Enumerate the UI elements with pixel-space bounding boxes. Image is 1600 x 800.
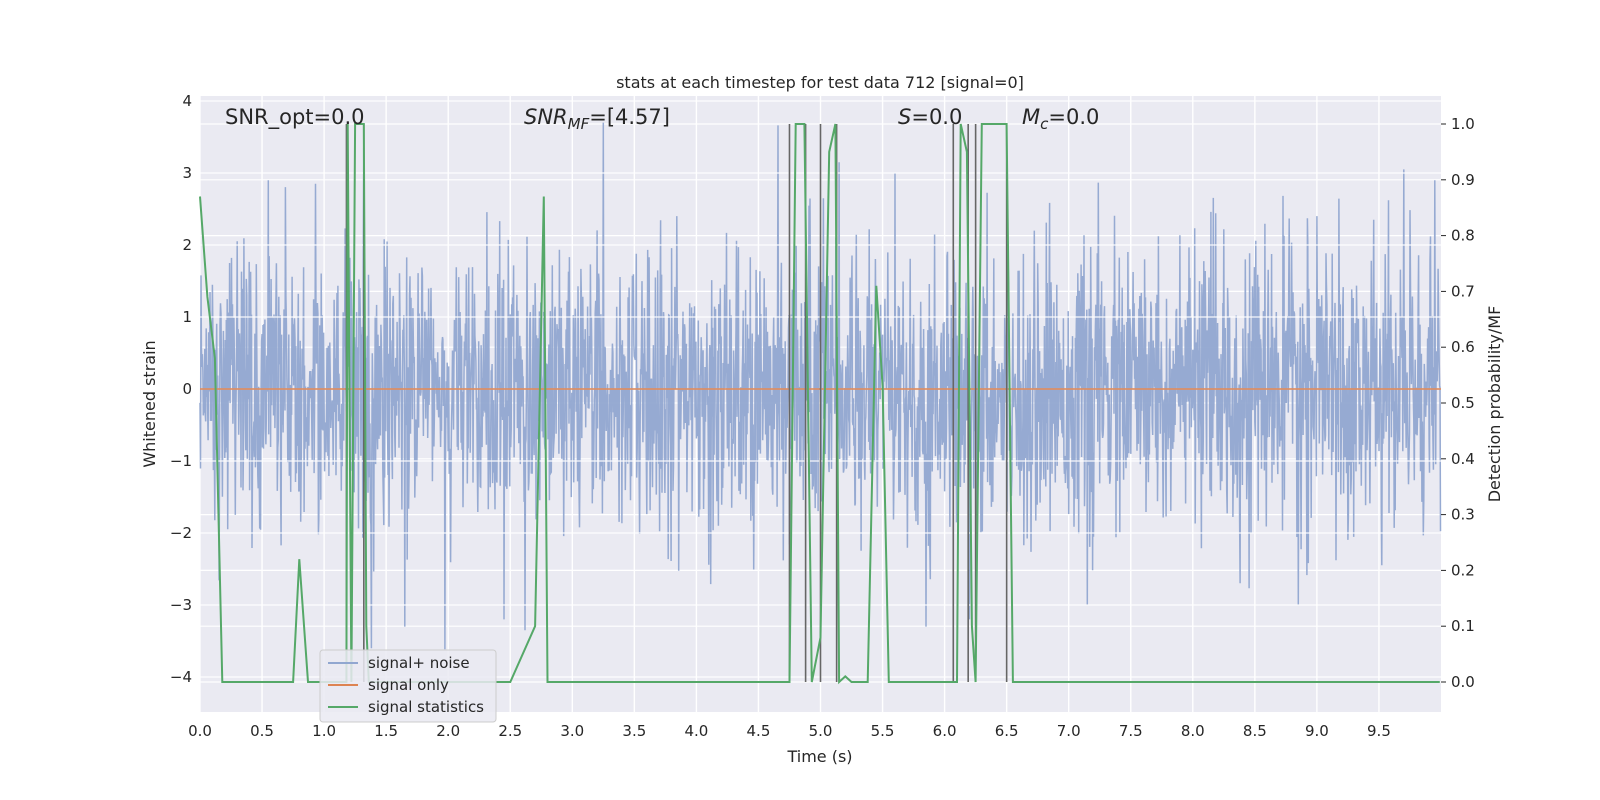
right-y-tick-label: 0.4 — [1451, 450, 1475, 468]
right-y-tick-label: 0.6 — [1451, 338, 1475, 356]
x-tick-label: 5.0 — [809, 722, 833, 740]
left-y-tick-label: 4 — [182, 92, 192, 110]
left-y-axis-label: Whitened strain — [140, 340, 159, 467]
left-y-tick-label: −1 — [170, 452, 192, 470]
legend-label-signal-statistics: signal statistics — [368, 698, 484, 716]
x-tick-label: 4.0 — [684, 722, 708, 740]
left-y-tick-label: −2 — [170, 524, 192, 542]
annotation-snr-mf-value: =[4.57] — [589, 105, 670, 129]
x-tick-label: 3.5 — [622, 722, 646, 740]
right-y-tick-label: 0.2 — [1451, 561, 1475, 579]
x-tick-label: 4.5 — [747, 722, 771, 740]
right-y-tick-label: 0.0 — [1451, 673, 1475, 691]
x-tick-label: 1.5 — [374, 722, 398, 740]
annotation-mc-value: =0.0 — [1048, 105, 1099, 129]
x-tick-label: 0.5 — [250, 722, 274, 740]
legend-label-signal-noise: signal+ noise — [368, 654, 470, 672]
right-y-tick-label: 0.8 — [1451, 227, 1475, 245]
x-tick-label: 7.0 — [1057, 722, 1081, 740]
legend-label-signal-only: signal only — [368, 676, 449, 694]
right-y-tick-label: 0.3 — [1451, 506, 1475, 524]
chart-title: stats at each timestep for test data 712… — [616, 73, 1024, 92]
annotation-s: S=0.0 — [898, 105, 962, 129]
right-y-tick-label: 1.0 — [1451, 115, 1475, 133]
x-tick-label: 6.5 — [995, 722, 1019, 740]
annotation-mc-symbol: M — [1022, 105, 1040, 129]
left-y-tick-label: −3 — [170, 596, 192, 614]
right-y-tick-label: 0.9 — [1451, 171, 1475, 189]
right-y-tick-label: 0.7 — [1451, 282, 1475, 300]
left-y-axis-ticks: 4 3 2 1 0 −1 −2 −3 −4 — [170, 92, 192, 686]
annotation-s-symbol: S — [898, 105, 911, 129]
legend-box — [319, 649, 497, 723]
x-tick-label: 2.5 — [498, 722, 522, 740]
right-y-axis-label: Detection probability/MF — [1485, 306, 1504, 503]
annotation-snr-mf-base: SNR — [524, 105, 568, 129]
x-tick-label: 9.0 — [1305, 722, 1329, 740]
legend: signal+ noise signal only signal statist… — [319, 649, 497, 723]
x-tick-label: 8.0 — [1181, 722, 1205, 740]
x-tick-label: 6.0 — [933, 722, 957, 740]
x-tick-label: 8.5 — [1243, 722, 1267, 740]
left-y-tick-label: 3 — [182, 164, 192, 182]
right-y-tick-label: 0.1 — [1451, 617, 1475, 635]
x-axis-label: Time (s) — [786, 747, 852, 766]
annotation-snr-opt: SNR_opt=0.0 — [225, 105, 365, 130]
signal-statistics-series — [199, 123, 1440, 685]
right-y-axis-ticks: 1.0 0.9 0.8 0.7 0.6 0.5 0.4 0.3 0.2 0.1 0.0 — [1441, 115, 1475, 691]
annotation-mc-sub: c — [1040, 115, 1049, 133]
x-tick-label: 9.5 — [1367, 722, 1391, 740]
x-tick-label: 5.5 — [871, 722, 895, 740]
signal-statistics-line — [199, 123, 1440, 685]
left-y-tick-label: 2 — [182, 236, 192, 254]
annotation-s-value: =0.0 — [911, 105, 962, 129]
x-tick-label: 0.0 — [188, 722, 212, 740]
left-y-tick-label: 1 — [182, 308, 192, 326]
left-y-tick-label: −4 — [170, 668, 192, 686]
annotation-snr-mf: SNRMF=[4.57] — [524, 105, 670, 133]
left-y-tick-label: 0 — [182, 380, 192, 398]
x-tick-label: 1.0 — [312, 722, 336, 740]
annotation-snr-mf-sub: MF — [568, 115, 590, 133]
annotation-mc: Mc=0.0 — [1022, 105, 1099, 133]
x-axis-ticks: 0.0 0.5 1.0 1.5 2.0 2.5 3.0 3.5 4.0 4.5 5.0 5.5 6.0 6… — [188, 722, 1391, 740]
x-tick-label: 2.0 — [436, 722, 460, 740]
x-tick-label: 7.5 — [1119, 722, 1143, 740]
x-tick-label: 3.0 — [560, 722, 584, 740]
right-y-tick-label: 0.5 — [1451, 394, 1475, 412]
